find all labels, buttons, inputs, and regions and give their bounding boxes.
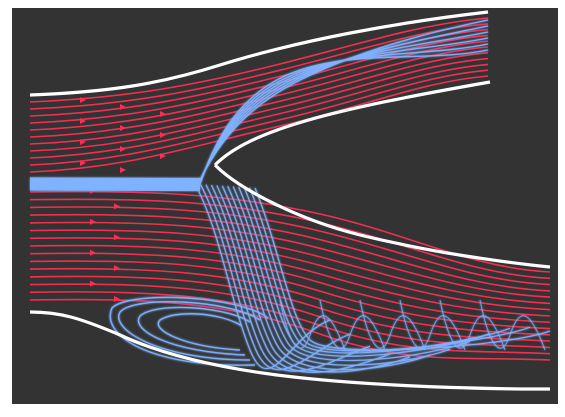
blue-streamline (199, 31, 489, 182)
blue-jet-line (29, 185, 201, 187)
red-streamline (29, 229, 551, 305)
blue-jet-line (29, 189, 201, 192)
blue-wave (479, 299, 546, 351)
red-streamline (29, 221, 551, 298)
red-arrowhead (80, 97, 86, 103)
red-streamline (29, 244, 551, 317)
blue-streamline-group (29, 19, 551, 373)
red-arrowhead (114, 265, 120, 272)
blue-streamline (243, 187, 511, 354)
blue-streamline (254, 187, 551, 351)
blue-wave (279, 299, 346, 351)
red-arrowhead (114, 203, 120, 210)
red-streamline (29, 190, 551, 273)
red-streamline (29, 75, 489, 173)
blue-streamline (199, 49, 489, 185)
blue-jet-line (29, 187, 201, 190)
red-arrowhead (114, 296, 120, 302)
red-arrowhead (120, 167, 126, 173)
red-streamline (29, 57, 489, 152)
red-streamline (29, 63, 489, 159)
blue-jet-line (29, 185, 201, 188)
red-arrowhead (90, 280, 96, 287)
blue-wave (359, 299, 426, 351)
blue-streamline (199, 25, 489, 182)
blue-jet-line (29, 183, 201, 186)
blue-jet-line (29, 182, 201, 185)
blue-recirculation-loop (137, 306, 251, 356)
blue-jet-line (29, 186, 201, 189)
blue-wave (439, 299, 506, 351)
blue-jet-line (29, 178, 201, 181)
blue-streamline (199, 43, 489, 184)
red-streamline (29, 34, 489, 124)
splitter-upper-wall (213, 80, 491, 167)
blue-streamline (199, 37, 489, 183)
red-streamline (29, 267, 551, 336)
blue-jet-line (29, 182, 201, 185)
blue-streamline (205, 184, 371, 372)
red-streamline (29, 237, 551, 311)
red-streamline (29, 17, 489, 103)
blue-streamline (199, 19, 489, 181)
upper-outer-wall (29, 10, 489, 97)
blue-wave (319, 299, 386, 351)
red-streamline (29, 52, 489, 145)
blue-streamline (210, 184, 391, 373)
blue-jet-line (29, 184, 201, 187)
red-arrowhead (80, 118, 86, 124)
blue-streamline (221, 185, 431, 371)
blue-jet-line (29, 178, 201, 180)
blue-streamline (232, 186, 471, 362)
blue-recirculation-loop (109, 296, 269, 366)
red-streamline (29, 23, 489, 110)
blue-wave (399, 299, 466, 351)
red-streamline (29, 69, 489, 166)
red-arrowhead (114, 234, 120, 241)
red-arrowhead (80, 160, 86, 166)
splitter-lower-wall (213, 163, 551, 269)
red-arrowhead (90, 249, 96, 256)
blue-recirculation-loop (157, 313, 243, 351)
blue-streamline (199, 184, 351, 371)
blue-jet-line (29, 177, 201, 180)
blue-streamline (227, 185, 451, 366)
red-streamline (29, 206, 551, 286)
red-arrowhead (90, 218, 96, 225)
red-streamline (29, 213, 551, 292)
blue-streamline (194, 183, 331, 369)
blue-jet-line (29, 187, 201, 190)
blue-jet-line (29, 179, 201, 182)
red-streamline (29, 252, 551, 324)
blue-jet-line (29, 180, 201, 183)
blue-jet-line (29, 180, 201, 182)
blue-jet-line (29, 188, 201, 191)
blue-recirculation-loop (118, 301, 261, 361)
red-streamline (29, 46, 489, 138)
lower-outer-wall (29, 310, 550, 391)
blue-jet-line (29, 181, 201, 184)
red-arrowhead (80, 139, 86, 145)
